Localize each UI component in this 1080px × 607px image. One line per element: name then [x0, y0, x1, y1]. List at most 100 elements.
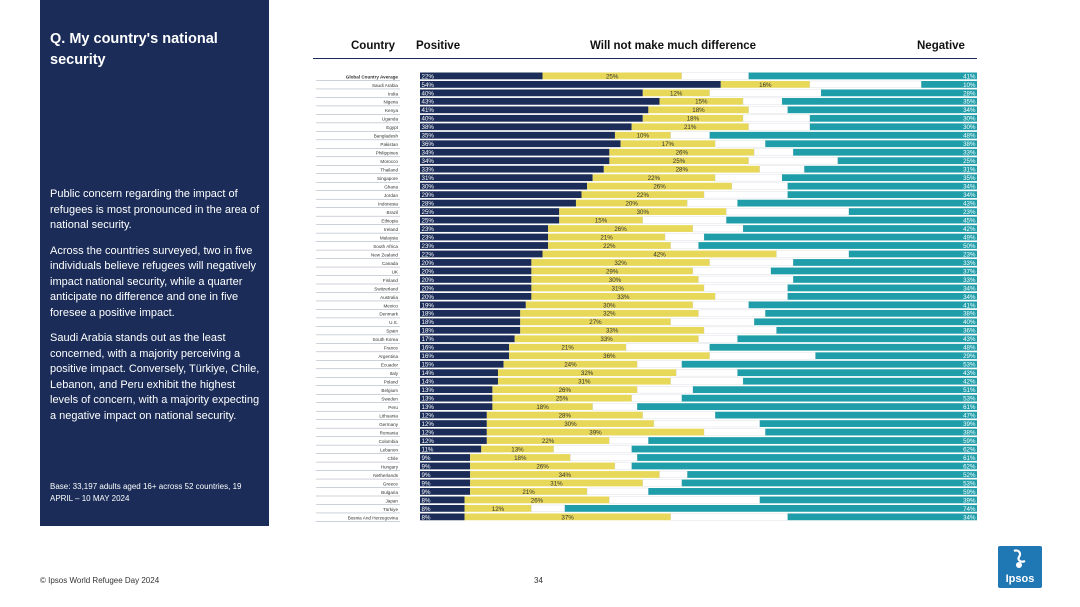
negative-value-switzerland: 34% [963, 285, 976, 292]
positive-bar-ethiopia [420, 216, 560, 224]
positive-value-uganda: 40% [422, 116, 435, 123]
neutral-value-ghana: 26% [653, 184, 666, 191]
gap-bar-france [625, 343, 710, 351]
positive-value-south-korea: 17% [422, 336, 435, 343]
positive-value-mexico: 19% [422, 302, 435, 309]
positive-value-kenya: 41% [422, 107, 435, 114]
neutral-bar-poland [497, 377, 671, 385]
negative-bar-italy [737, 369, 977, 377]
positive-value-ghana: 30% [422, 184, 435, 191]
negative-bar-lebanon [631, 445, 977, 453]
gap-bar-denmark [698, 309, 766, 317]
neutral-value-lebanon: 13% [511, 446, 524, 453]
negative-bar-nigeria [782, 97, 977, 105]
country-label-spain: Spain [386, 329, 398, 334]
neutral-bar-singapore [592, 174, 716, 182]
header-neutral: Will not make much difference [590, 40, 757, 52]
neutral-value-bangladesh: 10% [637, 133, 650, 140]
negative-value-singapore: 35% [963, 175, 976, 182]
country-label-nigeria: Nigeria [383, 100, 398, 105]
country-label-ireland: Ireland [384, 227, 398, 232]
gap-bar-bangladesh [670, 131, 710, 139]
neutral-bar-t-rkiye [464, 504, 532, 512]
page-number: 34 [534, 576, 543, 585]
country-label-lebanon: Lebanon [380, 447, 398, 452]
summary-text: Public concern regarding the impact of r… [50, 187, 262, 434]
positive-bar-uganda [420, 114, 643, 122]
gap-bar-germany [653, 420, 760, 428]
negative-bar-mexico [748, 301, 977, 309]
neutral-value-peru: 18% [536, 404, 549, 411]
negative-bar-ethiopia [726, 216, 977, 224]
country-label-t-rkiye: Türkiye [383, 507, 399, 512]
negative-value-thailand: 31% [963, 167, 976, 174]
negative-bar-new-zealand [848, 250, 977, 258]
country-label-kenya: Kenya [385, 108, 398, 113]
neutral-bar-peru [492, 403, 593, 411]
neutral-value-morocco: 25% [673, 158, 686, 165]
negative-bar-greece [681, 479, 977, 487]
negative-value-uganda: 30% [963, 116, 976, 123]
country-label-colombia: Colombia [379, 439, 399, 444]
neutral-bar-thailand [603, 165, 760, 173]
neutral-bar-denmark [520, 309, 699, 317]
neutral-bar-saudi-arabia [720, 80, 810, 88]
summary-paragraph-2: Across the countries surveyed, two in fi… [50, 244, 257, 319]
positive-bar-australia [420, 292, 532, 300]
negative-bar-poland [743, 377, 977, 385]
positive-bar-germany [420, 420, 487, 427]
neutral-bar-canada [531, 259, 710, 266]
country-label-india: India [388, 91, 398, 96]
neutral-value-spain: 33% [606, 328, 619, 335]
positive-bar-jordan [420, 191, 582, 199]
gap-bar-ecuador [637, 360, 682, 368]
gap-bar-hungary [614, 462, 632, 470]
positive-bar-bangladesh [420, 131, 615, 139]
country-label-germany: Germany [379, 422, 399, 427]
negative-bar-argentina [815, 352, 977, 360]
positive-bar-france [420, 343, 510, 351]
positive-bar-switzerland [420, 284, 532, 292]
positive-bar-malaysia [420, 233, 549, 241]
negative-value-chile: 61% [963, 455, 976, 462]
neutral-value-poland: 31% [578, 379, 591, 386]
neutral-bar-morocco [609, 157, 749, 165]
negative-bar-indonesia [737, 199, 977, 207]
neutral-value-indonesia: 20% [625, 201, 638, 208]
negative-value-nigeria: 35% [963, 99, 976, 106]
negative-bar-romania [765, 428, 977, 436]
negative-value-india: 28% [963, 90, 976, 97]
negative-bar-australia [787, 292, 977, 300]
positive-value-germany: 12% [422, 421, 435, 428]
neutral-bar-indonesia [575, 199, 688, 207]
positive-bar-bulgaria [420, 488, 471, 495]
country-label-poland: Poland [384, 380, 399, 385]
gap-bar-peru [592, 403, 638, 411]
negative-bar-netherlands [687, 471, 977, 478]
neutral-value-greece: 31% [550, 480, 563, 487]
neutral-value-switzerland: 31% [612, 285, 625, 292]
positive-bar-philippines [420, 148, 610, 156]
positive-value-bosnia-and-herzegovina: 8% [422, 514, 431, 521]
positive-bar-finland [420, 276, 532, 283]
gap-bar-morocco [748, 157, 838, 165]
negative-value-italy: 43% [963, 370, 976, 377]
country-label-south-korea: South Korea [372, 337, 398, 342]
negative-value-global-country-average: 41% [963, 73, 976, 80]
neutral-value-denmark: 32% [603, 311, 616, 318]
country-label-ecuador: Ecuador [381, 363, 399, 368]
gap-bar-uganda [742, 114, 811, 122]
gap-bar-belgium [637, 386, 694, 394]
neutral-bar-egypt [631, 123, 749, 131]
negative-value-morocco: 25% [963, 158, 976, 165]
neutral-value-hungary: 26% [536, 463, 549, 470]
gap-bar-japan [609, 496, 760, 504]
gap-bar-argentina [709, 352, 816, 360]
negative-value-germany: 39% [963, 421, 976, 428]
country-label-argentina: Argentina [378, 354, 398, 359]
positive-value-belgium: 13% [422, 387, 435, 394]
positive-value-ecuador: 15% [422, 362, 435, 369]
positive-bar-lithuania [420, 411, 487, 419]
header-positive: Positive [416, 40, 461, 52]
country-label-denmark: Denmark [379, 312, 398, 317]
